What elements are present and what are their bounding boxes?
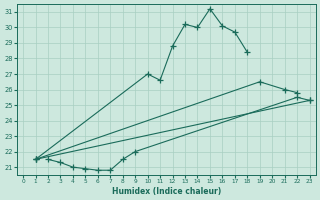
X-axis label: Humidex (Indice chaleur): Humidex (Indice chaleur) bbox=[112, 187, 221, 196]
